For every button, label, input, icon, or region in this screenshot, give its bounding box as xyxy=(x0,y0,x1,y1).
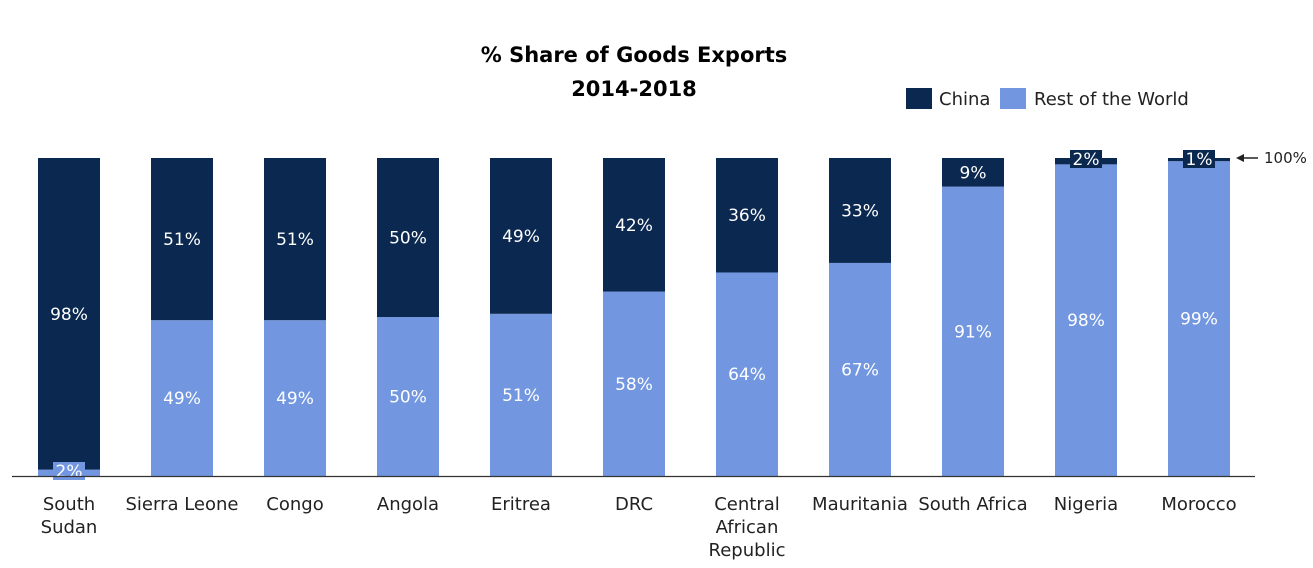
data-label-china: 51% xyxy=(276,230,314,250)
bar-segment-china xyxy=(603,158,665,292)
data-label-china: 51% xyxy=(163,230,201,250)
bar-segment-rest-of-world xyxy=(264,320,326,476)
data-label-china: 50% xyxy=(389,229,427,249)
bar-segment-china xyxy=(942,158,1004,187)
category-label: Morocco xyxy=(1161,494,1236,515)
bar-segment-rest-of-world xyxy=(490,313,552,476)
bar-segment-china xyxy=(490,158,552,314)
arrow-left-icon xyxy=(1236,154,1244,162)
data-label-china-box xyxy=(1070,150,1102,168)
annotation-label: 100% xyxy=(1264,149,1307,167)
data-label-rest-of-world: 64% xyxy=(728,365,766,385)
legend-label: Rest of the World xyxy=(1034,89,1189,110)
data-label-china: 49% xyxy=(502,227,540,247)
data-label-china: 36% xyxy=(728,206,766,226)
bar-segment-china xyxy=(829,158,891,263)
data-label-rest-of-world: 51% xyxy=(502,386,540,406)
data-label-rest-of-world: 49% xyxy=(163,389,201,409)
category-label: South Sudan xyxy=(41,494,98,538)
bar-segment-rest-of-world xyxy=(942,186,1004,476)
data-label-china: 1% xyxy=(1186,150,1213,170)
data-label-rest-of-world: 49% xyxy=(276,389,314,409)
bar-segment-rest-of-world xyxy=(377,317,439,476)
data-label-rest-of-world: 99% xyxy=(1180,310,1218,330)
category-label: South Africa xyxy=(918,494,1027,515)
data-label-china: 33% xyxy=(841,201,879,221)
bar-segment-rest-of-world xyxy=(603,291,665,476)
bar-segment-china xyxy=(377,158,439,317)
data-label-china: 98% xyxy=(50,305,88,325)
legend-swatch xyxy=(906,88,932,109)
bar-segment-rest-of-world xyxy=(151,320,213,476)
data-label-rest-of-world: 67% xyxy=(841,360,879,380)
category-labels: South Sudan Sierra Leone Congo Angola Eritrea… xyxy=(41,494,1237,561)
category-label: Sierra Leone xyxy=(125,494,238,515)
bar-segment-rest-of-world xyxy=(716,272,778,476)
data-label-china-box xyxy=(1183,150,1215,168)
data-label-china: 9% xyxy=(960,163,987,183)
bar-segment-rest-of-world xyxy=(829,262,891,476)
chart-title-line: 2014-2018 xyxy=(571,77,697,101)
bar-segment-china xyxy=(716,158,778,273)
data-label-rest-of-world-box xyxy=(53,462,85,480)
bar-segment-china xyxy=(264,158,326,321)
annotation: 100% xyxy=(1236,149,1307,167)
bar-segment-china xyxy=(151,158,213,321)
data-label-rest-of-world: 98% xyxy=(1067,311,1105,331)
data-label-rest-of-world: 2% xyxy=(56,462,83,482)
data-label-rest-of-world: 50% xyxy=(389,388,427,408)
legend-label: China xyxy=(939,89,990,110)
category-label: Mauritania xyxy=(812,494,908,515)
category-label: Congo xyxy=(266,494,323,515)
bars: 2% 98% 49% 51% 49% 51% 50% 50% 51% 49% 58% 42% 64% 36… xyxy=(38,150,1230,482)
legend: China Rest of the World xyxy=(906,88,1189,110)
data-label-china: 2% xyxy=(1073,150,1100,170)
category-label: Central African Republic xyxy=(709,494,786,561)
chart-title-line: % Share of Goods Exports xyxy=(481,43,788,67)
category-label: Nigeria xyxy=(1054,494,1118,515)
legend-swatch xyxy=(1000,88,1026,109)
bar-segment-china xyxy=(38,158,100,470)
category-label: DRC xyxy=(615,494,653,515)
category-label: Angola xyxy=(377,494,439,515)
chart-title: % Share of Goods Exports 2014-2018 xyxy=(481,43,788,101)
data-label-china: 42% xyxy=(615,216,653,236)
bar-segment-rest-of-world xyxy=(1168,161,1230,476)
category-label: Eritrea xyxy=(491,494,551,515)
data-label-rest-of-world: 58% xyxy=(615,375,653,395)
data-label-rest-of-world: 91% xyxy=(954,322,992,342)
bar-segment-rest-of-world xyxy=(1055,164,1117,477)
